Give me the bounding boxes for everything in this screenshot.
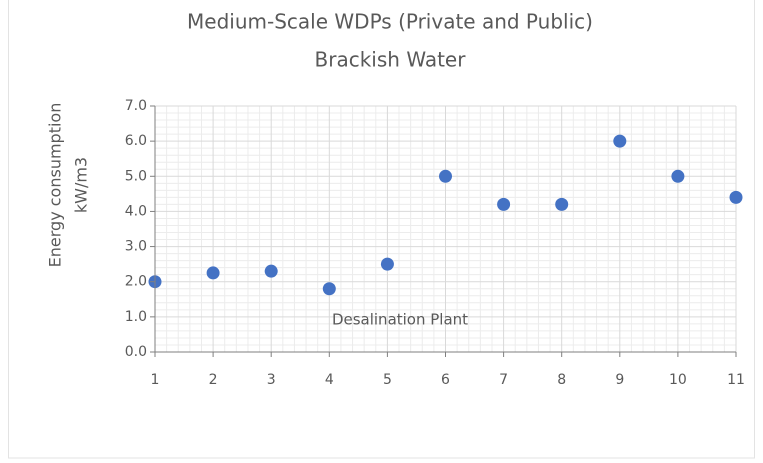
y-tick-label: 1.0 xyxy=(125,309,147,325)
x-tick-label: 3 xyxy=(267,372,276,388)
y-axis-title-line: kW/m3 xyxy=(72,157,91,213)
point xyxy=(671,169,685,183)
point xyxy=(613,134,627,148)
point xyxy=(264,264,278,278)
point xyxy=(729,190,743,204)
point xyxy=(555,197,569,211)
y-tick-label: 5.0 xyxy=(125,168,147,184)
y-tick-label: 3.0 xyxy=(125,239,147,255)
point xyxy=(497,197,511,211)
x-tick-label: 6 xyxy=(441,372,450,388)
point xyxy=(380,257,394,271)
y-tick-label: 2.0 xyxy=(125,274,147,290)
y-axis-title: Energy consumption kW/m3 xyxy=(46,103,91,268)
y-tick-label: 7.0 xyxy=(125,98,147,114)
point xyxy=(206,266,220,280)
chart-frame xyxy=(8,0,755,459)
x-tick-label: 11 xyxy=(727,372,745,388)
marks xyxy=(148,134,743,296)
x-tick-label: 8 xyxy=(557,372,566,388)
x-tick-label: 4 xyxy=(325,372,334,388)
x-axis-title: Desalination Plant xyxy=(332,311,468,329)
x-tick-label: 2 xyxy=(209,372,218,388)
y-tick-label: 6.0 xyxy=(125,133,147,149)
x-tick-label: 10 xyxy=(669,372,687,388)
y-axis-title-line: Energy consumption xyxy=(46,103,65,268)
chart-title: Medium-Scale WDPs (Private and Public) xyxy=(187,10,593,34)
x-tick-label: 1 xyxy=(151,372,160,388)
chart-subtitle: Brackish Water xyxy=(315,48,467,72)
x-tick-label: 9 xyxy=(615,372,624,388)
point xyxy=(439,169,452,183)
x-tick-label: 7 xyxy=(499,372,508,388)
point xyxy=(322,282,336,296)
y-tick-label: 0.0 xyxy=(125,344,147,360)
y-tick-label: 4.0 xyxy=(125,203,147,219)
x-tick-label: 5 xyxy=(383,372,392,388)
